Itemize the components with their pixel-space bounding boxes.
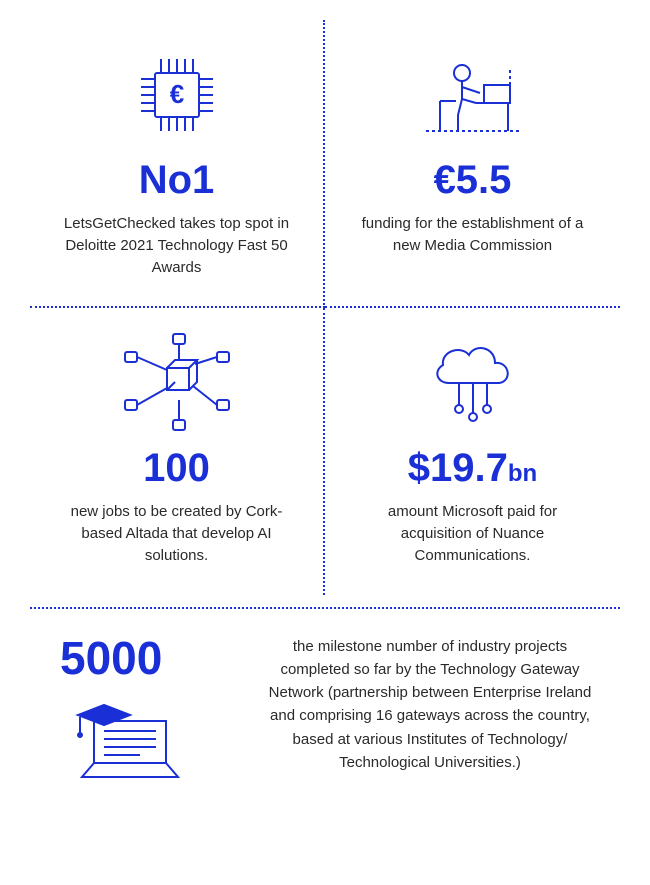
stat-value: No1 — [139, 158, 215, 203]
cloud-circuit-icon — [413, 328, 533, 438]
stat-description: funding for the establishment of a new M… — [353, 213, 593, 257]
infographic-grid: € No1 LetsGetChecked takes top spot in D… — [30, 20, 620, 595]
stat-cell-no1: € No1 LetsGetChecked takes top spot in D… — [30, 20, 325, 308]
stat-description: amount Microsoft paid for acquisition of… — [353, 501, 593, 566]
stat-value: €5.5 — [434, 158, 512, 203]
stat-value: $19.7bn — [408, 446, 537, 491]
person-laptop-icon — [418, 40, 528, 150]
stat-cell-euro5-5: €5.5 funding for the establishment of a … — [325, 20, 620, 308]
stat-cell-5000: 5000 the milestone number of industry pr… — [30, 609, 620, 806]
stat-description: new jobs to be created by Cork-based Alt… — [57, 501, 297, 566]
stat-value: 100 — [143, 446, 210, 491]
stat-cell-19-7bn: $19.7bn amount Microsoft paid for acquis… — [325, 308, 620, 594]
network-cube-icon — [117, 328, 237, 438]
bottom-left-block: 5000 — [60, 631, 230, 796]
stat-description: LetsGetChecked takes top spot in Deloitt… — [57, 213, 297, 278]
stat-cell-100: 100 new jobs to be created by Cork-based… — [30, 308, 325, 594]
stat-value: 5000 — [60, 631, 162, 685]
chip-euro-icon: € — [127, 40, 227, 150]
stat-description: the milestone number of industry project… — [260, 631, 600, 775]
grad-laptop-icon — [60, 691, 190, 796]
svg-text:€: € — [169, 79, 183, 109]
